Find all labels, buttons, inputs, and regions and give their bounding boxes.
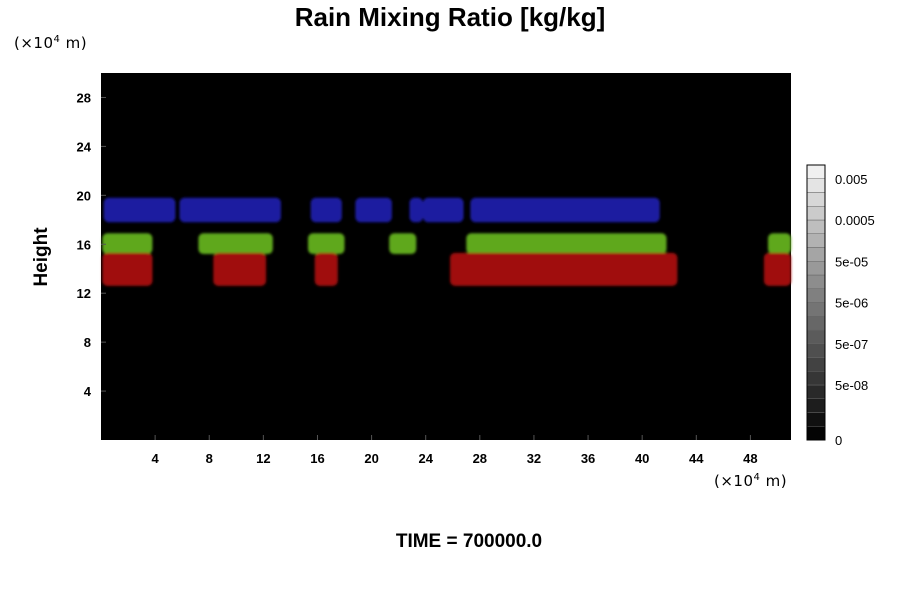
y-unit-suffix: m) xyxy=(60,34,88,52)
x-tick-label-10: 44 xyxy=(689,451,704,466)
x-unit-suffix: m) xyxy=(760,472,788,490)
colorbar-tick-label-0: 0 xyxy=(835,433,842,448)
colorbar-cell-17 xyxy=(806,192,826,207)
plot-area xyxy=(101,73,791,440)
field-segment-2-0 xyxy=(102,252,153,286)
x-axis-unit-label: (×104 m) xyxy=(714,472,787,490)
field-segment-2-1 xyxy=(213,252,267,286)
y-tick-label-6: 28 xyxy=(77,90,91,105)
colorbar-cell-19 xyxy=(806,164,826,179)
x-tick-label-9: 40 xyxy=(635,451,649,466)
field-segment-1-0 xyxy=(102,233,153,255)
colorbar-cell-11 xyxy=(806,274,826,289)
x-unit-prefix: (×10 xyxy=(714,472,754,490)
colorbar-cell-18 xyxy=(806,178,826,193)
y-tick-label-2: 12 xyxy=(77,286,91,301)
field-segment-1-2 xyxy=(308,233,345,255)
field-segment-0-2 xyxy=(310,197,342,223)
colorbar-cell-0 xyxy=(806,426,826,441)
field-segment-0-3 xyxy=(355,197,392,223)
y-axis-unit-label: (×104 m) xyxy=(14,34,87,52)
x-tick-label-4: 20 xyxy=(364,451,378,466)
x-tick-label-6: 28 xyxy=(473,451,487,466)
y-unit-exponent: 4 xyxy=(53,34,61,45)
colorbar: 0 5e-08 5e-07 5e-06 5e-05 0.0005 0.005 xyxy=(806,164,875,448)
colorbar-cell-12 xyxy=(806,261,826,276)
field-segment-0-1 xyxy=(179,197,281,223)
colorbar-cell-10 xyxy=(806,288,826,303)
x-tick-label-0: 4 xyxy=(152,451,160,466)
x-unit-exponent: 4 xyxy=(753,472,761,483)
x-tick-label-3: 16 xyxy=(310,451,324,466)
field-segment-0-0 xyxy=(103,197,176,223)
field-segment-0-5 xyxy=(423,197,464,223)
colorbar-cell-4 xyxy=(806,371,826,386)
time-label: TIME = 700000.0 xyxy=(395,531,543,552)
colorbar-tick-label-1: 5e-08 xyxy=(835,378,868,393)
colorbar-tick-label-2: 5e-07 xyxy=(835,337,868,352)
field-segment-1-4 xyxy=(466,233,667,255)
colorbar-cell-2 xyxy=(806,398,826,413)
y-tick-label-4: 20 xyxy=(77,188,91,203)
x-tick-label-1: 8 xyxy=(206,451,213,466)
field-segment-0-4 xyxy=(409,197,423,223)
colorbar-cell-3 xyxy=(806,384,826,399)
field-segment-2-3 xyxy=(450,252,678,286)
colorbar-cell-16 xyxy=(806,206,826,221)
colorbar-cell-6 xyxy=(806,343,826,358)
x-tick-label-8: 36 xyxy=(581,451,595,466)
colorbar-tick-label-4: 5e-05 xyxy=(835,254,868,269)
field-segment-1-5 xyxy=(768,233,791,255)
y-unit-prefix: (×10 xyxy=(14,34,54,52)
colorbar-tick-label-6: 0.005 xyxy=(835,172,868,187)
x-tick-label-11: 48 xyxy=(743,451,757,466)
field-segment-1-3 xyxy=(389,233,417,255)
colorbar-cell-9 xyxy=(806,302,826,317)
colorbar-cell-1 xyxy=(806,412,826,427)
colorbar-cell-13 xyxy=(806,247,826,262)
y-tick-label-1: 8 xyxy=(84,335,91,350)
colorbar-tick-label-3: 5e-06 xyxy=(835,296,868,311)
colorbar-cell-7 xyxy=(806,329,826,344)
colorbar-frame xyxy=(806,164,826,441)
y-tick-label-3: 16 xyxy=(77,237,91,252)
x-tick-label-2: 12 xyxy=(256,451,270,466)
colorbar-cell-14 xyxy=(806,233,826,248)
colorbar-cell-8 xyxy=(806,316,826,331)
field-segment-1-1 xyxy=(198,233,273,255)
y-tick-label-0: 4 xyxy=(84,384,92,399)
field-segment-2-2 xyxy=(314,252,338,286)
colorbar-cell-5 xyxy=(806,357,826,372)
colorbar-cell-15 xyxy=(806,219,826,234)
chart-title: Rain Mixing Ratio [kg/kg] xyxy=(294,2,606,32)
field-segment-2-4 xyxy=(763,252,791,286)
field-segment-0-6 xyxy=(470,197,660,223)
x-tick-label-7: 32 xyxy=(527,451,541,466)
colorbar-tick-label-5: 0.0005 xyxy=(835,213,875,228)
x-tick-label-5: 24 xyxy=(418,451,433,466)
y-tick-label-5: 24 xyxy=(77,139,92,154)
